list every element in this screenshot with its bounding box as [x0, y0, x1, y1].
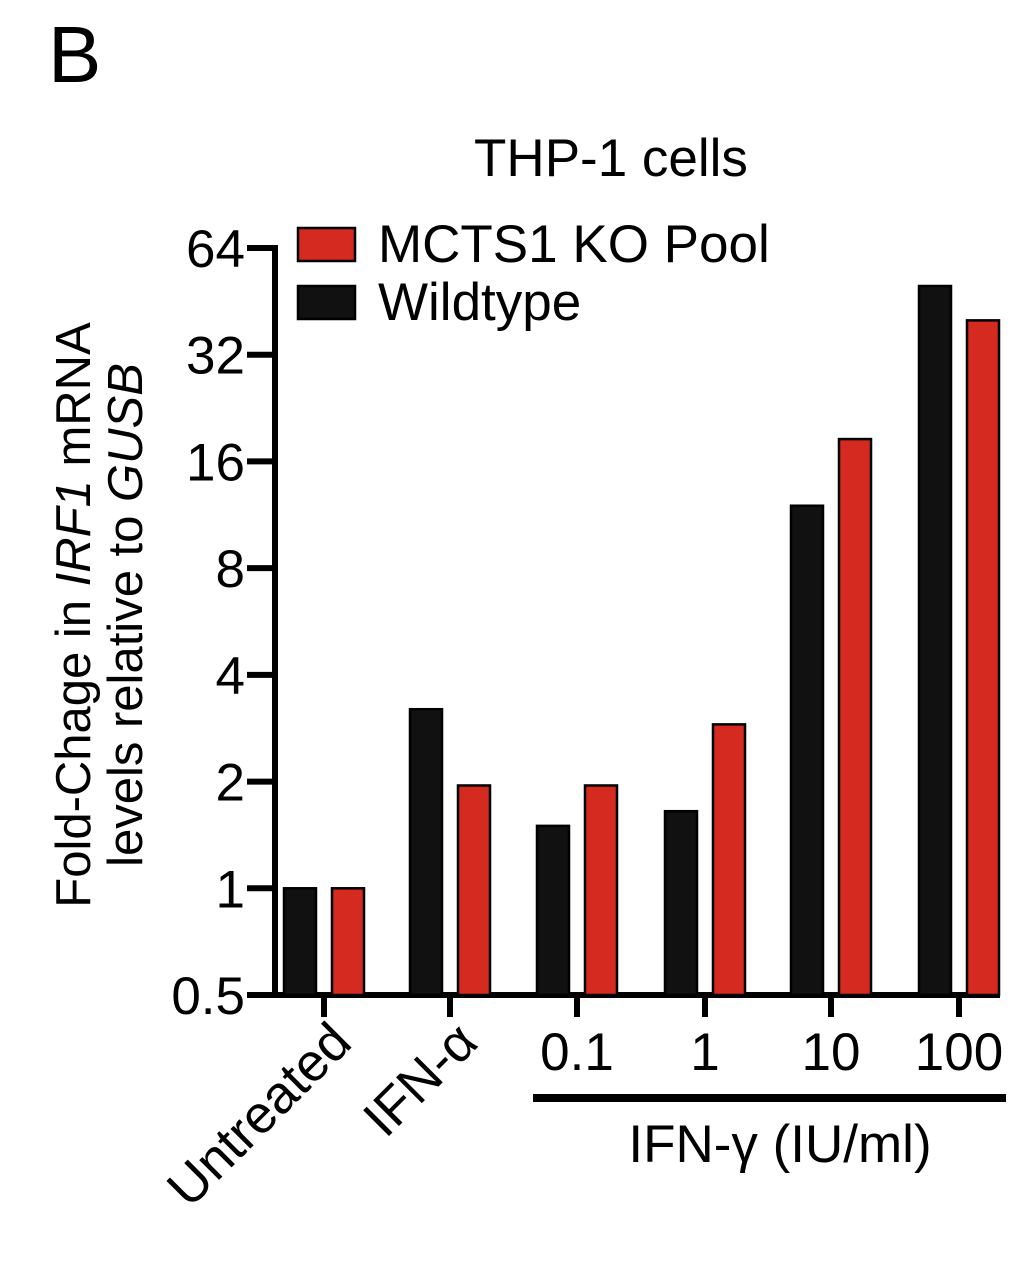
x-tick-label: IFN-α: [352, 1012, 488, 1148]
x-tick-label: 0.1: [540, 1023, 614, 1082]
x-tick-label: 1: [690, 1023, 719, 1082]
group-label: IFN-γ (IU/ml): [628, 1115, 931, 1174]
axes: 0.5 1 2 4 8 16 32 64: [171, 220, 1006, 1102]
x-tick-label: 10: [802, 1023, 861, 1082]
x-tick-label: 100: [915, 1023, 1003, 1082]
bar: [535, 824, 571, 997]
bar: [456, 784, 492, 997]
y-tick-label: 8: [216, 540, 245, 599]
y-tick-label: 4: [216, 647, 245, 706]
y-label-part: mRNA: [47, 322, 101, 480]
legend-swatch: [296, 284, 357, 321]
y-tick-label: 16: [186, 433, 245, 492]
y-label-part: GUSB: [99, 363, 153, 502]
y-tick-label: 2: [216, 754, 245, 813]
y-label-part: levels relative to: [99, 502, 153, 867]
bar: [965, 319, 1001, 997]
y-tick-label: 32: [186, 327, 245, 386]
y-tick-label: 0.5: [171, 967, 245, 1026]
y-label-line: Fold-Chage in IRF1 mRNA: [47, 322, 101, 908]
bar: [837, 437, 873, 997]
legend-swatch: [296, 226, 357, 263]
bar: [789, 504, 825, 997]
y-tick-label: 1: [216, 860, 245, 919]
y-label-part: Fold-Chage in: [47, 586, 101, 907]
x-tick-label: Untreated: [156, 1012, 362, 1218]
legend-label: Wildtype: [378, 273, 581, 332]
bar: [711, 723, 747, 997]
bars: [282, 284, 1001, 997]
bar: [282, 887, 318, 997]
bar: [917, 284, 953, 997]
bar: [330, 887, 366, 997]
panel-label: B: [48, 10, 101, 99]
y-label-line: levels relative to GUSB: [99, 363, 153, 867]
legend-label: MCTS1 KO Pool: [378, 215, 770, 274]
chart-title: THP-1 cells: [474, 129, 748, 188]
bar: [408, 707, 444, 997]
bar: [663, 809, 699, 997]
y-axis-label: Fold-Chage in IRF1 mRNAlevels relative t…: [47, 322, 153, 908]
bar: [583, 784, 619, 997]
y-tick-label: 64: [186, 220, 245, 279]
y-label-part: IRF1: [47, 480, 101, 586]
